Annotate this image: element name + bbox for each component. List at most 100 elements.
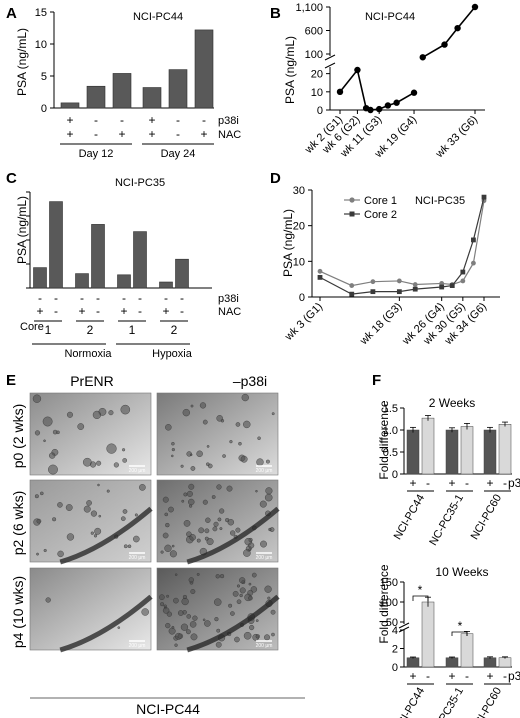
row-mark: - (96, 291, 100, 305)
bar (421, 601, 435, 668)
organoid (271, 632, 275, 637)
scale-bar-label: 200 μm (129, 643, 146, 649)
organoid (255, 489, 258, 493)
organoid (248, 582, 252, 586)
legend-marker-core-1 (349, 197, 355, 203)
data-point (393, 99, 400, 106)
organoid (192, 615, 198, 621)
organoid (108, 410, 114, 416)
bar (112, 73, 132, 109)
row-mark: + (78, 304, 85, 318)
data-point (354, 66, 361, 74)
organoid (235, 422, 241, 427)
organoid (49, 452, 56, 459)
panel-e-row-p2: p2 (6 wks) (10, 491, 26, 556)
data-point (410, 89, 418, 96)
bar (445, 429, 459, 475)
organoid (196, 538, 201, 543)
organoid (249, 624, 255, 631)
data-point (370, 289, 376, 295)
organoid (202, 618, 206, 622)
row-mark: + (409, 476, 416, 490)
organoid (106, 443, 117, 454)
panel-a-row-label-nac: NAC (218, 129, 241, 141)
panel-e-tiles: 200 μm 200 μm 200 μm 200 μm 200 μm 200 μm (29, 392, 280, 653)
bar (406, 429, 420, 475)
organoid (141, 608, 149, 616)
organoid (226, 485, 233, 492)
organoid (94, 527, 102, 535)
organoid (255, 634, 260, 639)
data-point (471, 260, 476, 266)
data-point (349, 283, 355, 288)
well-edge (186, 594, 280, 653)
row-label: p38i (508, 669, 520, 683)
organoid (127, 544, 132, 549)
row-mark: - (38, 291, 42, 305)
panel-d-legend: Core 1 Core 2 (344, 195, 397, 221)
axis-break (398, 622, 410, 629)
organoid (265, 487, 273, 495)
organoid (133, 535, 140, 543)
row-mark: - (465, 669, 469, 683)
y-tick-label: 0 (392, 469, 398, 481)
organoid (188, 483, 195, 490)
organoid (225, 518, 230, 523)
data-point (481, 194, 487, 200)
bar (498, 424, 512, 475)
organoid (271, 412, 275, 416)
organoid (199, 402, 207, 409)
panel-b: B PSA (ng/mL) NCI-PC44 0 10 20 100 600 1,100 w… (270, 2, 485, 161)
organoid (182, 408, 190, 417)
series-line (319, 200, 485, 287)
row-mark: - (465, 476, 469, 490)
organoid (251, 572, 257, 578)
organoid (65, 504, 73, 511)
panel-a-ylabel: PSA (ng/mL) (15, 28, 29, 96)
data-point (367, 106, 374, 114)
organoid (66, 533, 75, 541)
data-point (375, 105, 383, 113)
organoid (236, 599, 242, 605)
row-mark: + (66, 127, 73, 141)
panel-b-letter: B (270, 5, 281, 22)
data-point (419, 54, 426, 61)
row-mark: - (426, 476, 430, 490)
y-tick-label: 100 (380, 597, 398, 609)
panel-d-title: NCI-PC35 (415, 195, 465, 207)
organoid (169, 550, 177, 558)
organoid (205, 517, 211, 523)
organoid (202, 499, 208, 505)
panel-e-letter: E (6, 372, 16, 389)
data-point (412, 286, 418, 292)
data-point (454, 24, 461, 32)
organoid (256, 458, 264, 466)
organoid (230, 530, 236, 536)
organoid (113, 462, 119, 468)
organoid (219, 527, 223, 531)
organoid (216, 484, 222, 490)
panel-f: F Fold difference 2 Weeks Fold differenc… (372, 372, 520, 718)
organoid (134, 513, 138, 517)
panel-c-row-label-p38i: p38i (218, 293, 239, 305)
legend-label-core-1: Core 1 (364, 195, 397, 207)
significance-bracket (451, 631, 468, 636)
organoid (240, 455, 248, 463)
panel-c-letter: C (6, 170, 17, 187)
organoid (52, 517, 57, 522)
organoid (264, 634, 270, 641)
row-mark: + (448, 476, 455, 490)
data-point (317, 268, 323, 274)
organoid (180, 623, 189, 631)
row-mark: + (118, 127, 125, 141)
organoid (97, 483, 100, 487)
row-mark: + (120, 304, 127, 318)
organoid (202, 419, 208, 425)
organoid (198, 527, 205, 534)
organoid (177, 633, 184, 639)
bar (91, 224, 105, 289)
organoid (217, 517, 222, 522)
row-mark: - (94, 113, 98, 127)
y-tick-label: 100 (305, 49, 323, 61)
organoid (206, 445, 210, 448)
